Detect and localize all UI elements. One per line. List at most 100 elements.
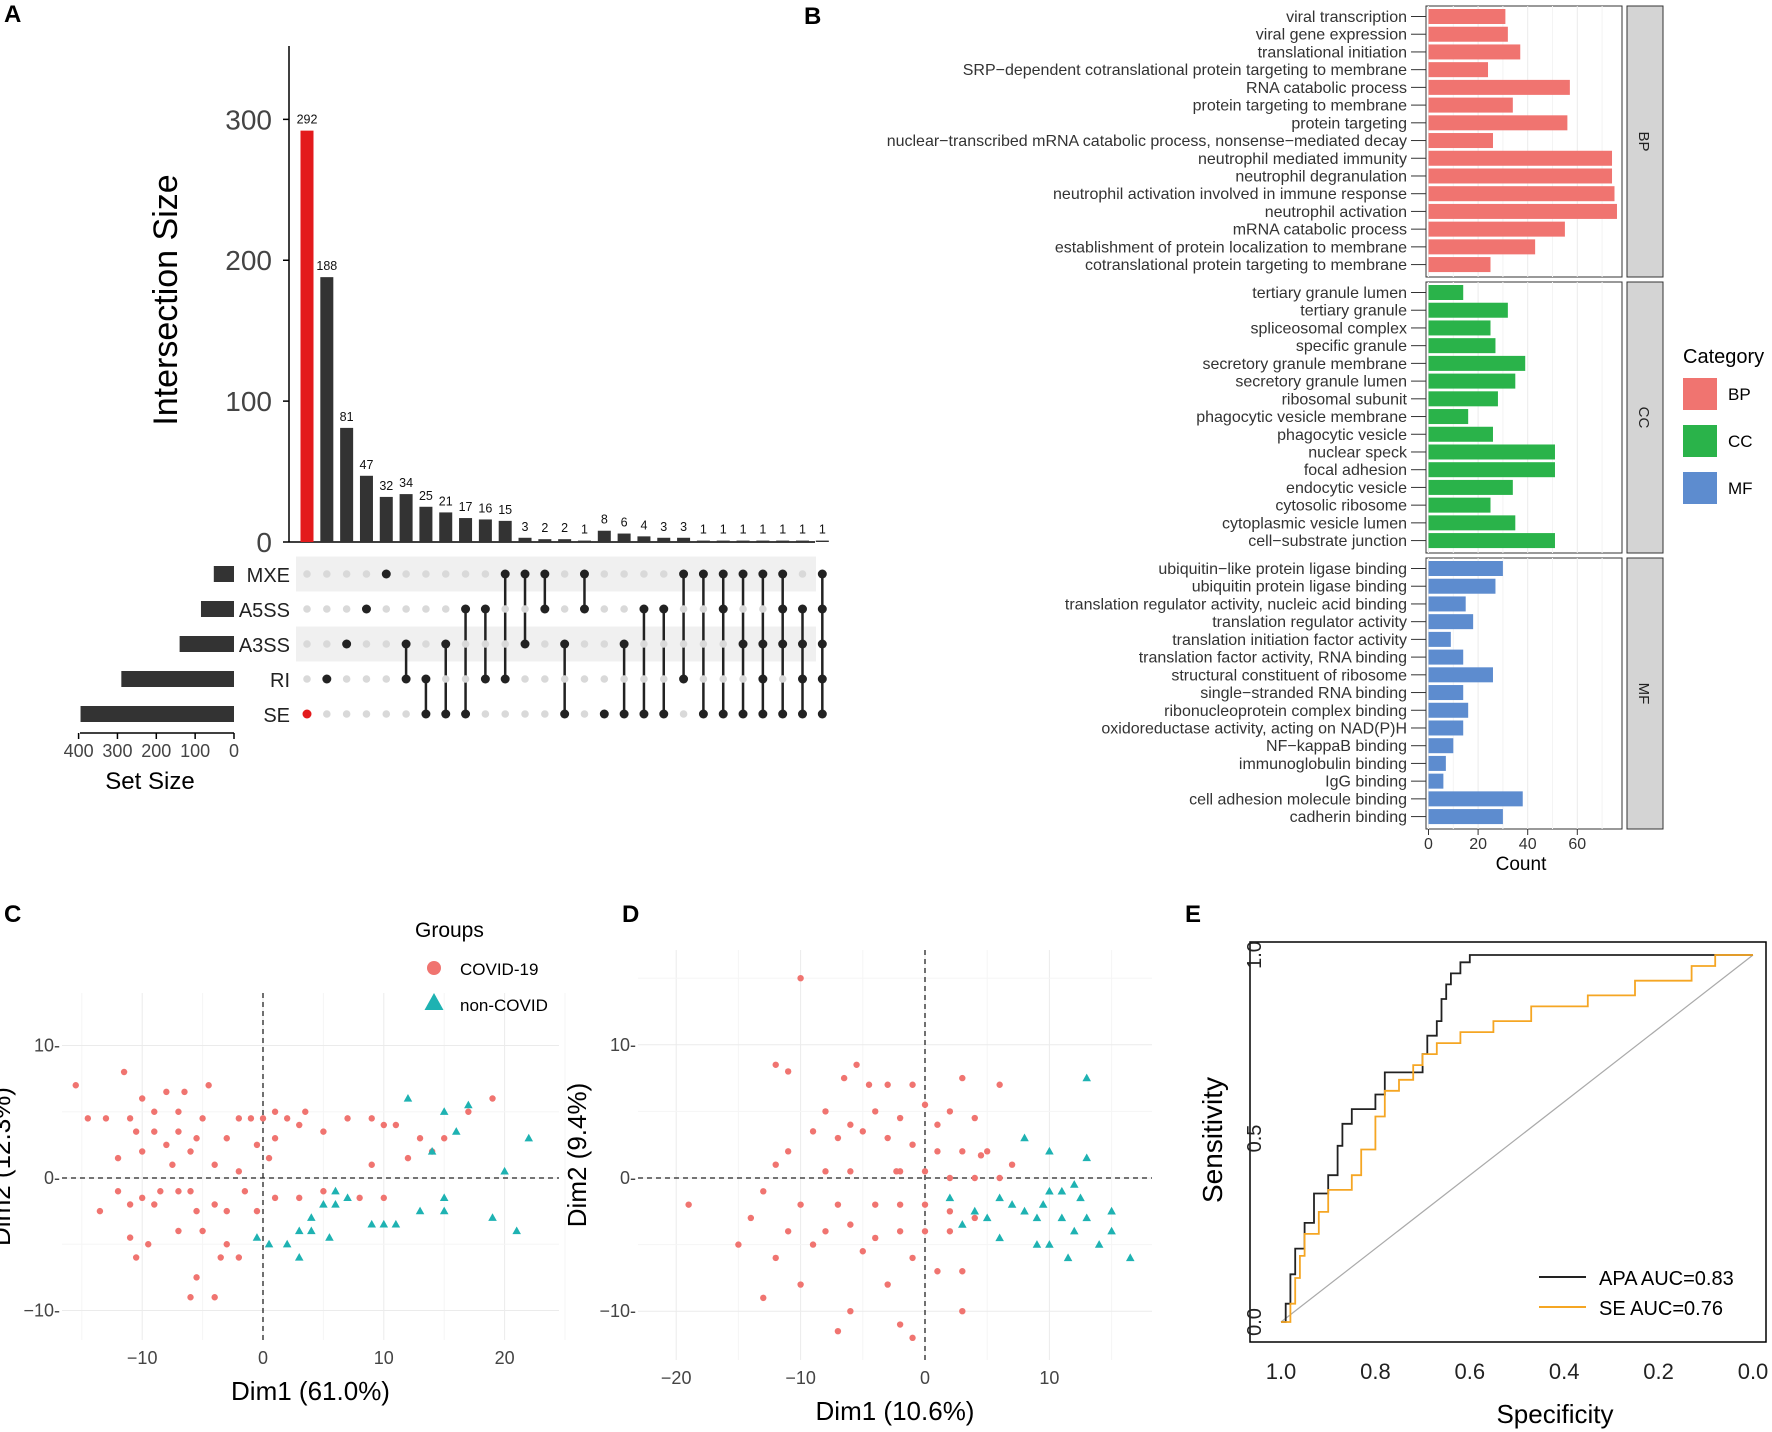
covid-point (217, 1254, 224, 1261)
noncovid-point (1082, 1153, 1091, 1162)
legend-swatch (1683, 378, 1717, 410)
matrix-dot-active (758, 674, 768, 684)
y-axis-title: Dim2 (12.3%) (0, 1087, 16, 1246)
matrix-dot-active (560, 709, 570, 719)
covid-point (187, 1188, 194, 1195)
covid-point (735, 1241, 742, 1248)
matrix-dot (679, 605, 688, 613)
matrix-dot-active (778, 604, 788, 614)
panel-d: D −20 −10 0 10 −10- 0- 10- Dim1 (10.6%) Dim2 (9.… (562, 901, 1152, 1426)
x-tick-label: 60 (1568, 836, 1586, 853)
go-bar (1428, 720, 1464, 736)
noncovid-point (439, 1206, 449, 1215)
matrix-dot (441, 605, 450, 613)
y-tick-label: 200 (225, 245, 272, 276)
y-tick-label: 0- (44, 1168, 60, 1188)
go-term-label: phagocytic vesicle (1277, 427, 1407, 444)
covid-point (247, 1115, 255, 1122)
go-bar (1428, 561, 1503, 576)
noncovid-point (415, 1206, 425, 1215)
go-term-label: protein targeting (1291, 115, 1407, 132)
matrix-dot (600, 675, 609, 683)
covid-point (175, 1128, 182, 1135)
covid-point (175, 1188, 182, 1195)
noncovid-point (452, 1127, 461, 1135)
go-bar (1428, 426, 1493, 442)
matrix-dot (382, 605, 391, 613)
go-term-label: IgG binding (1325, 774, 1407, 791)
covid-point (921, 1228, 929, 1235)
covid-point (139, 1095, 146, 1102)
bar-value-label: 1 (759, 523, 766, 537)
noncovid-point (1045, 1146, 1054, 1155)
go-bar (1428, 373, 1516, 389)
noncovid-point (995, 1233, 1004, 1242)
set-size-tick-label: 300 (102, 741, 132, 761)
covid-point (187, 1294, 194, 1301)
covid-point (865, 1081, 873, 1088)
x-axis-title: Count (1496, 854, 1547, 875)
go-bar (1428, 302, 1508, 318)
panel-e-plot: 1.0 0.8 0.6 0.4 0.2 0.0 Specificity 0.0 0.5 1.0 Se… (1197, 941, 1768, 1429)
matrix-dot (541, 710, 549, 718)
matrix-dot (620, 570, 628, 578)
covid-point (840, 1074, 848, 1082)
noncovid-point (1057, 1213, 1067, 1222)
bar-value-label: 25 (419, 489, 433, 503)
panel-label-b: B (804, 3, 821, 30)
legend-label: MF (1728, 479, 1753, 498)
go-term-label: secretory granule lumen (1235, 374, 1407, 391)
noncovid-point (294, 1253, 304, 1261)
covid-point (971, 1114, 978, 1122)
noncovid-point (325, 1233, 334, 1241)
legend-swatch (1683, 425, 1717, 457)
covid-point (320, 1128, 327, 1135)
covid-point (685, 1201, 692, 1208)
covid-point (934, 1148, 941, 1155)
matrix-dot-active (659, 604, 669, 614)
go-bar (1428, 97, 1513, 113)
matrix-dot (323, 710, 331, 718)
noncovid-point (1057, 1186, 1067, 1195)
covid-point (205, 1082, 212, 1089)
matrix-dot (461, 675, 470, 683)
covid-point (896, 1321, 904, 1328)
covid-point (934, 1121, 941, 1128)
covid-point (946, 1208, 954, 1215)
noncovid-point (282, 1239, 292, 1248)
matrix-dot (362, 640, 371, 648)
matrix-dot (362, 710, 371, 718)
go-bar (1428, 221, 1565, 237)
go-term-label: cell adhesion molecule binding (1189, 791, 1407, 808)
y-axis-title: Sensitivity (1197, 1077, 1228, 1203)
covid-point (259, 1115, 267, 1122)
covid-point (934, 1268, 941, 1275)
matrix-row-shade (296, 556, 816, 592)
bar-value-label: 21 (439, 494, 453, 508)
covid-point (114, 1188, 122, 1195)
matrix-dot-active (520, 569, 530, 579)
intersection-bar (558, 539, 572, 542)
go-term-label: viral gene expression (1256, 27, 1407, 44)
go-term-label: phagocytic vesicle membrane (1196, 409, 1407, 426)
covid-point (797, 1281, 804, 1288)
go-bar (1428, 773, 1444, 789)
covid-point (102, 1115, 110, 1122)
matrix-dot-active (520, 639, 530, 649)
noncovid-point (1094, 1240, 1104, 1248)
matrix-dot (422, 640, 430, 648)
covid-point (193, 1207, 200, 1215)
noncovid-point (970, 1206, 980, 1215)
noncovid-point (319, 1200, 328, 1208)
x-tick-label: −10 (785, 1368, 816, 1388)
matrix-dot-active (441, 639, 451, 649)
go-bar (1428, 462, 1555, 478)
panel-label-a: A (4, 1, 21, 28)
covid-point (847, 1308, 854, 1315)
bar-value-label: 1 (779, 523, 786, 537)
covid-point (859, 1128, 866, 1135)
noncovid-point (403, 1094, 413, 1102)
y-tick-label: 100 (225, 386, 272, 417)
intersection-bar (756, 540, 770, 542)
